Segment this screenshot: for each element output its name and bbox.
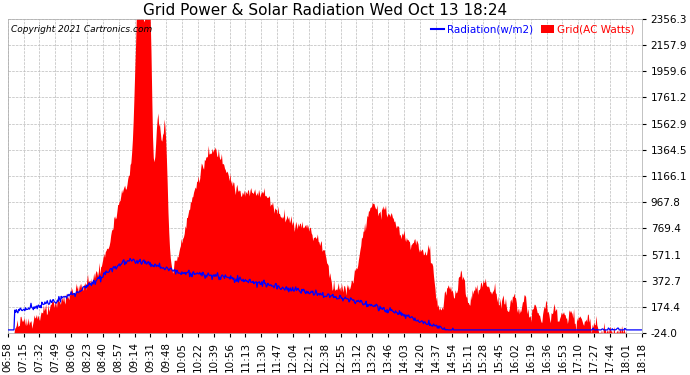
Legend: Radiation(w/m2), Grid(AC Watts): Radiation(w/m2), Grid(AC Watts) xyxy=(427,21,638,39)
Title: Grid Power & Solar Radiation Wed Oct 13 18:24: Grid Power & Solar Radiation Wed Oct 13 … xyxy=(143,3,506,18)
Text: Copyright 2021 Cartronics.com: Copyright 2021 Cartronics.com xyxy=(11,25,152,34)
